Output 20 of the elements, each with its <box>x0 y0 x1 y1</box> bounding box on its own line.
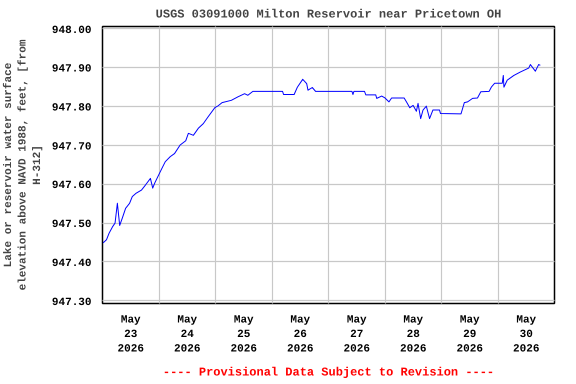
y-tick-label: 947.90 <box>52 64 92 76</box>
x-tick-label: May 29 2026 <box>456 314 483 356</box>
x-tick-label: May 25 2026 <box>230 314 257 356</box>
text: ---- Provisional Data Subject to Revision ---- <box>162 366 494 380</box>
y-axis-title: Lake or reservoir water surface elevation above NAVD 1988, feet, [from H-312] <box>2 39 44 290</box>
x-tick-label: May 28 2026 <box>400 314 426 356</box>
y-tick-label: 947.60 <box>52 180 92 192</box>
x-tick-label: May 30 2026 <box>513 314 540 356</box>
chart-title: USGS 03091000 Milton Reservoir near Pricetown OH <box>156 8 502 22</box>
x-tick-label: May 26 2026 <box>287 314 314 356</box>
x-tick-label: May 23 2026 <box>118 314 144 356</box>
y-tick-label: 947.70 <box>52 141 92 154</box>
y-tick-label: 947.50 <box>52 219 92 232</box>
y-tick-label: 947.40 <box>52 258 92 270</box>
y-tick-label: 948.00 <box>52 24 92 37</box>
y-tick-label: 947.80 <box>52 102 92 115</box>
x-tick-label: May 27 2026 <box>344 314 370 356</box>
line-series <box>102 64 541 244</box>
y-tick-label: 947.30 <box>52 296 92 309</box>
x-tick-label: May 24 2026 <box>174 314 200 356</box>
